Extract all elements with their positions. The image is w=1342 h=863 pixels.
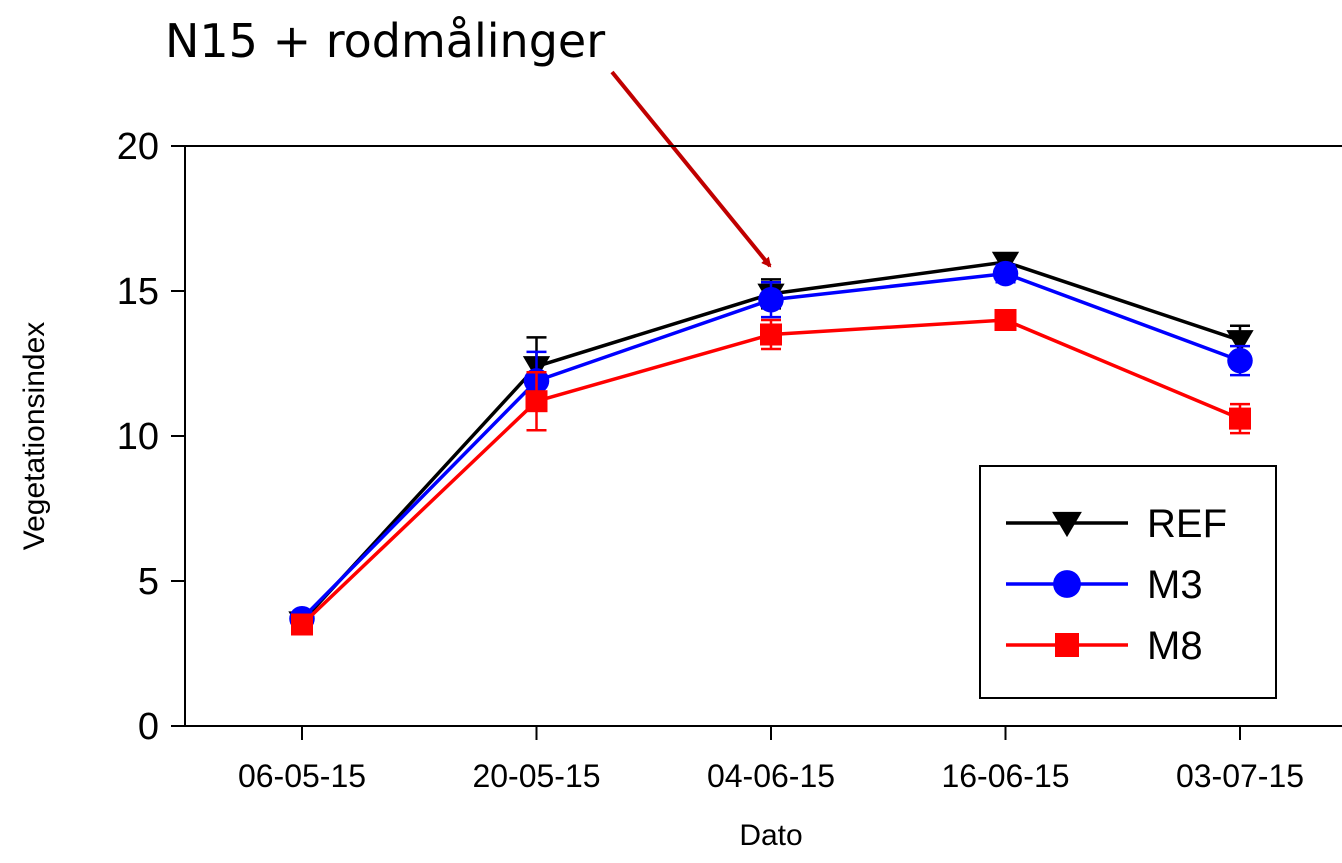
- data-point: [1226, 330, 1254, 354]
- y-axis-ticks: 0 5 10 15 20: [117, 126, 185, 748]
- y-axis-label: Vegetationsindex: [18, 322, 51, 551]
- y-tick-label: 5: [138, 561, 159, 603]
- x-axis-ticks: 06-05-15 20-05-15 04-06-15 16-06-15 03-07-15: [238, 726, 1304, 794]
- data-point: [994, 309, 1017, 331]
- x-tick-label: 03-07-15: [1176, 758, 1304, 794]
- legend-marker: [1052, 511, 1082, 538]
- data-point: [992, 260, 1019, 287]
- data-point: [1229, 407, 1251, 430]
- data-point: [760, 323, 782, 346]
- x-tick-label: 20-05-15: [472, 758, 600, 794]
- y-tick-label: 15: [117, 271, 159, 313]
- legend: REF M3 M8: [979, 465, 1277, 699]
- y-tick-label: 0: [138, 706, 159, 748]
- data-point: [525, 390, 548, 413]
- x-tick-label: 16-06-15: [941, 758, 1069, 794]
- legend-box: [979, 465, 1277, 699]
- data-point: [1227, 347, 1253, 374]
- legend-label: M3: [1147, 563, 1203, 607]
- annotation-arrow: [610, 70, 772, 268]
- y-tick-label: 20: [117, 126, 159, 168]
- x-tick-label: 06-05-15: [238, 758, 366, 794]
- legend-items: REF M3 M8: [1006, 502, 1227, 668]
- data-point: [291, 613, 313, 636]
- series-m8: [291, 309, 1251, 636]
- data-point: [758, 286, 784, 313]
- x-tick-label: 04-06-15: [707, 758, 835, 794]
- annotation: N15 + rodmålinger: [165, 14, 772, 268]
- legend-marker: [1055, 633, 1079, 657]
- legend-marker: [1053, 570, 1081, 598]
- annotation-text: N15 + rodmålinger: [165, 14, 605, 68]
- series-layer: [288, 251, 1254, 636]
- legend-label: REF: [1147, 502, 1227, 546]
- legend-label: M8: [1147, 624, 1203, 668]
- x-axis-label: Dato: [739, 819, 802, 852]
- y-tick-label: 10: [117, 416, 159, 458]
